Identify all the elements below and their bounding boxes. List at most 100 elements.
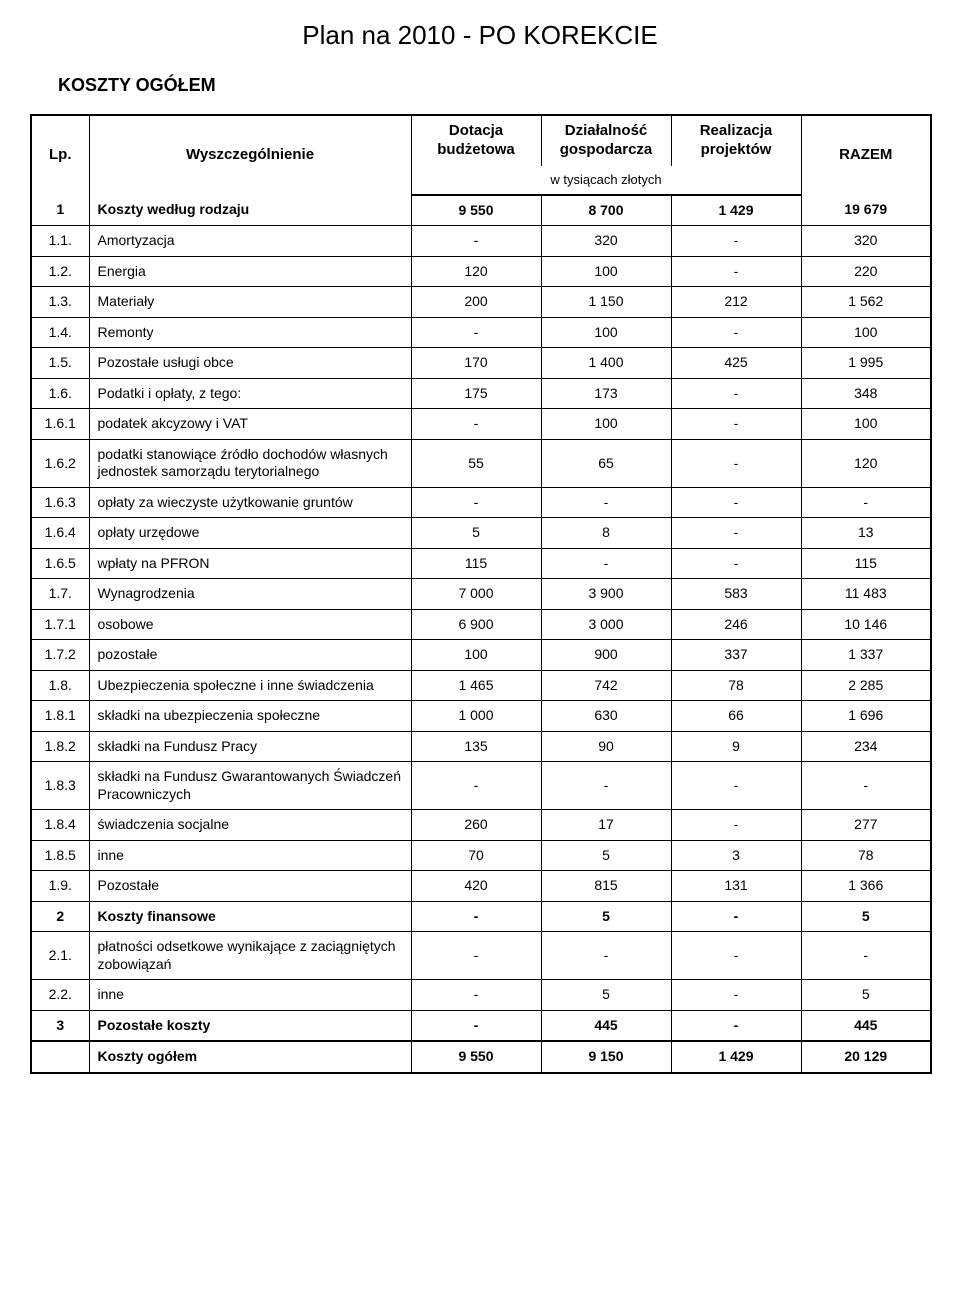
table-cell: [31, 1041, 89, 1073]
table-cell: 55: [411, 439, 541, 487]
table-cell: 1.6.5: [31, 548, 89, 579]
table-cell: -: [671, 548, 801, 579]
table-cell: 7 000: [411, 579, 541, 610]
table-cell: pozostałe: [89, 640, 411, 671]
table-cell: 5: [541, 840, 671, 871]
table-cell: -: [411, 932, 541, 980]
table-cell: 5: [801, 980, 931, 1011]
table-cell: 8 700: [541, 195, 671, 226]
table-cell: składki na ubezpieczenia społeczne: [89, 701, 411, 732]
table-row: 1.8.Ubezpieczenia społeczne i inne świad…: [31, 670, 931, 701]
table-row: 1.8.1składki na ubezpieczenia społeczne1…: [31, 701, 931, 732]
table-cell: 420: [411, 871, 541, 902]
table-cell: -: [411, 409, 541, 440]
table-cell: -: [801, 762, 931, 810]
table-cell: 742: [541, 670, 671, 701]
table-cell: Koszty ogółem: [89, 1041, 411, 1073]
table-row: 1.3.Materiały2001 1502121 562: [31, 287, 931, 318]
table-cell: 1.6.: [31, 378, 89, 409]
table-cell: 1 000: [411, 701, 541, 732]
table-cell: -: [541, 932, 671, 980]
table-cell: 348: [801, 378, 931, 409]
table-row: 2.2.inne-5-5: [31, 980, 931, 1011]
table-cell: opłaty urzędowe: [89, 518, 411, 549]
table-cell: -: [671, 932, 801, 980]
table-cell: 100: [411, 640, 541, 671]
table-cell: 173: [541, 378, 671, 409]
col-desc: Wyszczególnienie: [89, 115, 411, 195]
table-cell: 90: [541, 731, 671, 762]
table-cell: -: [411, 980, 541, 1011]
table-cell: Koszty według rodzaju: [89, 195, 411, 226]
table-cell: -: [671, 487, 801, 518]
table-cell: -: [541, 548, 671, 579]
table-cell: -: [671, 256, 801, 287]
table-row: 1.7.Wynagrodzenia7 0003 90058311 483: [31, 579, 931, 610]
table-cell: 19 679: [801, 195, 931, 226]
table-row: 1.8.2składki na Fundusz Pracy135909234: [31, 731, 931, 762]
table-cell: -: [671, 226, 801, 257]
table-cell: 66: [671, 701, 801, 732]
table-row: 2.1.płatności odsetkowe wynikające z zac…: [31, 932, 931, 980]
table-cell: 212: [671, 287, 801, 318]
table-cell: 1.7.: [31, 579, 89, 610]
table-row: 1.8.5inne705378: [31, 840, 931, 871]
table-cell: 120: [801, 439, 931, 487]
table-cell: 1 366: [801, 871, 931, 902]
table-cell: 5: [541, 980, 671, 1011]
table-row: 1.8.3składki na Fundusz Gwarantowanych Ś…: [31, 762, 931, 810]
table-cell: 120: [411, 256, 541, 287]
col-dzialalnosc: Działalność gospodarcza: [541, 115, 671, 166]
table-cell: składki na Fundusz Gwarantowanych Świadc…: [89, 762, 411, 810]
table-cell: Podatki i opłaty, z tego:: [89, 378, 411, 409]
table-cell: składki na Fundusz Pracy: [89, 731, 411, 762]
table-cell: -: [411, 901, 541, 932]
table-row: 1.6.1podatek akcyzowy i VAT-100-100: [31, 409, 931, 440]
table-cell: 1.1.: [31, 226, 89, 257]
table-cell: -: [411, 487, 541, 518]
col-dotacja: Dotacja budżetowa: [411, 115, 541, 166]
table-cell: -: [671, 439, 801, 487]
table-cell: 170: [411, 348, 541, 379]
table-cell: 100: [801, 409, 931, 440]
table-cell: 100: [541, 317, 671, 348]
table-cell: osobowe: [89, 609, 411, 640]
table-cell: 1.8.3: [31, 762, 89, 810]
table-cell: 1 429: [671, 1041, 801, 1073]
table-cell: świadczenia socjalne: [89, 810, 411, 841]
col-realizacja: Realizacja projektów: [671, 115, 801, 166]
table-cell: 2.2.: [31, 980, 89, 1011]
table-cell: 2: [31, 901, 89, 932]
table-row: 1Koszty według rodzaju9 5508 7001 42919 …: [31, 195, 931, 226]
table-cell: 1.5.: [31, 348, 89, 379]
table-cell: 630: [541, 701, 671, 732]
table-cell: -: [411, 1010, 541, 1041]
table-cell: 1 995: [801, 348, 931, 379]
table-cell: 445: [541, 1010, 671, 1041]
table-cell: 1.6.2: [31, 439, 89, 487]
table-row: 1.8.4świadczenia socjalne26017-277: [31, 810, 931, 841]
table-cell: inne: [89, 980, 411, 1011]
table-cell: płatności odsetkowe wynikające z zaciągn…: [89, 932, 411, 980]
table-cell: -: [671, 901, 801, 932]
table-cell: 1.2.: [31, 256, 89, 287]
table-cell: 3 000: [541, 609, 671, 640]
table-cell: wpłaty na PFRON: [89, 548, 411, 579]
table-row: 1.4.Remonty-100-100: [31, 317, 931, 348]
table-cell: -: [671, 317, 801, 348]
table-cell: 5: [801, 901, 931, 932]
table-row: 1.6.Podatki i opłaty, z tego:175173-348: [31, 378, 931, 409]
table-cell: 1.6.1: [31, 409, 89, 440]
table-cell: inne: [89, 840, 411, 871]
table-cell: 1 400: [541, 348, 671, 379]
table-cell: 1.7.1: [31, 609, 89, 640]
table-cell: 1 337: [801, 640, 931, 671]
table-cell: 3: [671, 840, 801, 871]
table-cell: Wynagrodzenia: [89, 579, 411, 610]
table-row: 3Pozostałe koszty-445-445: [31, 1010, 931, 1041]
table-cell: 1.8.4: [31, 810, 89, 841]
table-row: 1.6.2podatki stanowiące źródło dochodów …: [31, 439, 931, 487]
table-cell: -: [671, 518, 801, 549]
table-cell: 200: [411, 287, 541, 318]
table-row: 1.9.Pozostałe4208151311 366: [31, 871, 931, 902]
